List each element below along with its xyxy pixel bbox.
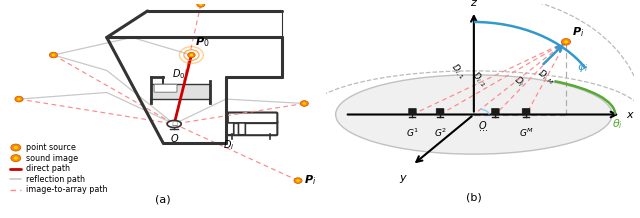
Text: $y$: $y$ [399, 173, 408, 185]
FancyBboxPatch shape [408, 108, 417, 115]
Text: $G^2$: $G^2$ [433, 127, 447, 139]
Text: $\boldsymbol{P}_i$: $\boldsymbol{P}_i$ [572, 25, 584, 39]
Text: sound image: sound image [26, 154, 78, 163]
Text: direct path: direct path [26, 164, 70, 173]
Circle shape [17, 98, 20, 100]
FancyBboxPatch shape [436, 108, 444, 115]
Text: $D_i$: $D_i$ [223, 138, 235, 152]
Text: $x$: $x$ [626, 109, 635, 119]
Text: O: O [479, 121, 486, 131]
Circle shape [13, 157, 18, 160]
Circle shape [296, 179, 300, 182]
FancyBboxPatch shape [228, 121, 277, 135]
Text: reflection path: reflection path [26, 175, 85, 184]
Polygon shape [150, 84, 211, 99]
Ellipse shape [167, 121, 181, 128]
Text: $D_0$: $D_0$ [172, 67, 186, 81]
Circle shape [15, 96, 23, 102]
Circle shape [52, 54, 55, 56]
Text: $\varphi_i$: $\varphi_i$ [577, 62, 588, 74]
Ellipse shape [335, 75, 612, 154]
Circle shape [199, 3, 202, 6]
Circle shape [13, 146, 18, 149]
Text: (b): (b) [466, 193, 482, 203]
FancyBboxPatch shape [522, 108, 530, 115]
Text: $D_{i,M}$: $D_{i,M}$ [535, 67, 557, 87]
Text: $G^M$: $G^M$ [518, 127, 534, 139]
Text: ...: ... [479, 123, 488, 133]
FancyBboxPatch shape [154, 84, 177, 92]
Text: (a): (a) [156, 195, 171, 205]
Text: point source: point source [26, 143, 76, 152]
Text: $\boldsymbol{P}_0$: $\boldsymbol{P}_0$ [195, 35, 209, 49]
FancyBboxPatch shape [492, 108, 499, 115]
Circle shape [188, 52, 195, 58]
Text: $\boldsymbol{P}_i$: $\boldsymbol{P}_i$ [304, 174, 316, 187]
Text: $G^1$: $G^1$ [406, 127, 419, 139]
Circle shape [11, 155, 21, 162]
Text: $\theta_i$: $\theta_i$ [612, 118, 623, 131]
Circle shape [561, 39, 571, 45]
Text: O: O [170, 134, 178, 144]
Text: $D_i$: $D_i$ [511, 73, 527, 90]
Circle shape [303, 102, 306, 105]
Circle shape [294, 178, 302, 184]
Text: ☖: ☖ [171, 121, 177, 127]
Circle shape [196, 2, 205, 7]
Circle shape [564, 40, 568, 43]
Text: $D_{i,1}$: $D_{i,1}$ [448, 61, 468, 82]
Text: $D_{i,2}$: $D_{i,2}$ [469, 69, 489, 89]
Circle shape [300, 101, 308, 106]
FancyBboxPatch shape [239, 123, 245, 135]
Text: $z$: $z$ [470, 0, 478, 8]
Circle shape [11, 144, 21, 151]
FancyBboxPatch shape [228, 112, 277, 123]
Circle shape [189, 54, 193, 56]
Text: image-to-array path: image-to-array path [26, 185, 108, 194]
FancyBboxPatch shape [227, 123, 234, 135]
Circle shape [49, 52, 58, 58]
